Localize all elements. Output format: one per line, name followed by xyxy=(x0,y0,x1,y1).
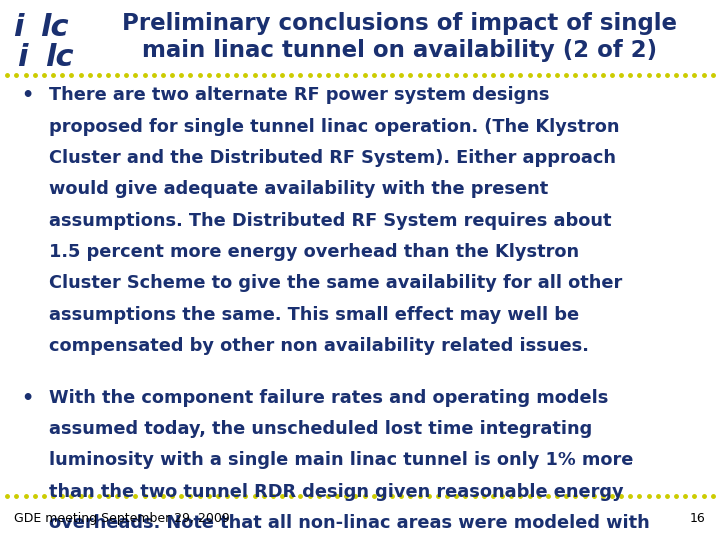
Text: lc: lc xyxy=(40,14,69,43)
Text: main linac tunnel on availability (2 of 2): main linac tunnel on availability (2 of … xyxy=(142,39,657,62)
Text: GDE meeting September 29, 2009: GDE meeting September 29, 2009 xyxy=(14,512,230,525)
Text: compensated by other non availability related issues.: compensated by other non availability re… xyxy=(49,337,589,355)
Text: •: • xyxy=(22,86,34,105)
Text: •: • xyxy=(22,389,34,408)
Text: Preliminary conclusions of impact of single: Preliminary conclusions of impact of sin… xyxy=(122,12,677,35)
Text: 16: 16 xyxy=(690,512,706,525)
Text: would give adequate availability with the present: would give adequate availability with th… xyxy=(49,180,548,198)
Text: proposed for single tunnel linac operation. (The Klystron: proposed for single tunnel linac operati… xyxy=(49,118,619,136)
Text: i: i xyxy=(13,14,24,43)
Text: lc: lc xyxy=(45,43,73,72)
Text: Cluster and the Distributed RF System). Either approach: Cluster and the Distributed RF System). … xyxy=(49,149,616,167)
Text: 1.5 percent more energy overhead than the Klystron: 1.5 percent more energy overhead than th… xyxy=(49,243,579,261)
Text: than the two tunnel RDR design given reasonable energy: than the two tunnel RDR design given rea… xyxy=(49,483,624,501)
Text: With the component failure rates and operating models: With the component failure rates and ope… xyxy=(49,389,608,407)
Text: i: i xyxy=(17,43,28,72)
Text: assumed today, the unscheduled lost time integrating: assumed today, the unscheduled lost time… xyxy=(49,420,593,438)
Text: assumptions the same. This small effect may well be: assumptions the same. This small effect … xyxy=(49,306,579,323)
Text: There are two alternate RF power system designs: There are two alternate RF power system … xyxy=(49,86,549,104)
Text: luminosity with a single main linac tunnel is only 1% more: luminosity with a single main linac tunn… xyxy=(49,451,634,469)
Text: Cluster Scheme to give the same availability for all other: Cluster Scheme to give the same availabi… xyxy=(49,274,622,292)
Text: assumptions. The Distributed RF System requires about: assumptions. The Distributed RF System r… xyxy=(49,212,611,230)
Text: overheads. Note that all non-linac areas were modeled with: overheads. Note that all non-linac areas… xyxy=(49,514,649,532)
